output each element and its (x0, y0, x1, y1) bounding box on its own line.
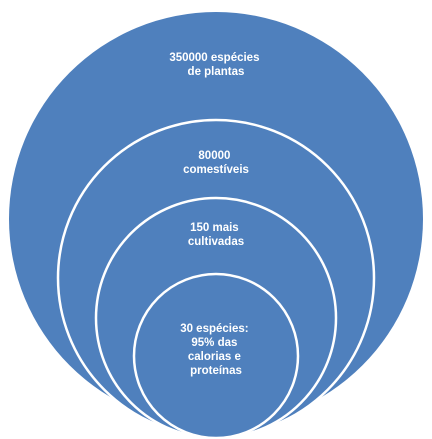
label-staple-line-4: proteínas (190, 365, 242, 377)
label-staple-line-2: 95% das (191, 337, 237, 349)
label-staple-line-1: 30 espécies: (180, 323, 248, 335)
label-cultivated-line-1: 150 mais (190, 222, 239, 234)
label-cultivated-line-2: cultivadas (188, 236, 244, 248)
label-all-plants-line-2: de plantas (188, 66, 245, 78)
label-staple-line-3: calorias e (188, 351, 241, 363)
label-cultivated: 150 mais cultivadas (188, 222, 244, 248)
circle-staple (132, 272, 300, 439)
label-edible: 80000 comestíveis (183, 150, 249, 176)
label-staple: 30 espécies: 95% das calorias e proteína… (180, 323, 252, 377)
label-edible-line-2: comestíveis (183, 164, 249, 176)
label-edible-line-1: 80000 (198, 150, 230, 162)
label-all-plants: 350000 espécies de plantas (169, 52, 262, 78)
label-all-plants-line-1: 350000 espécies (169, 52, 259, 64)
